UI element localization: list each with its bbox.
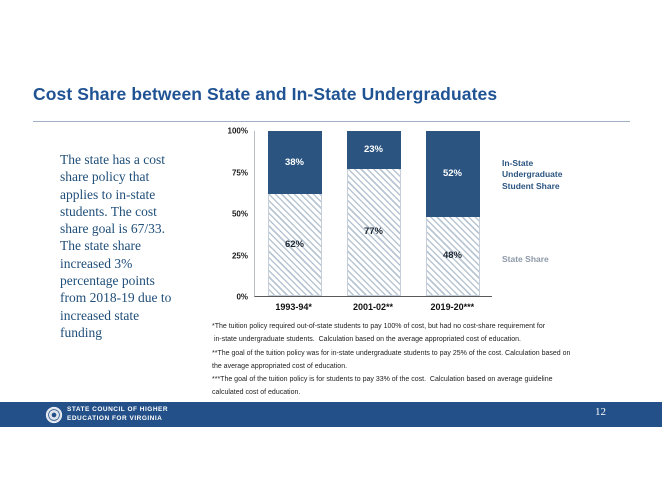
y-axis-tick: 25% bbox=[231, 251, 248, 260]
body-text: The state has a cost share policy that a… bbox=[60, 152, 172, 340]
plot-area: 38% 62% 23% 77% 52% 48% 1993-94* 2001-02** 2019… bbox=[254, 131, 492, 312]
footer-bar: STATE COUNCIL OF HIGHER EDUCATION FOR VI… bbox=[0, 402, 662, 427]
footnote-line: **The goal of the tuition policy was for… bbox=[212, 349, 571, 357]
legend-student-share: In-State Undergraduate Student Share bbox=[502, 158, 563, 191]
stacked-bar: 23% 77% bbox=[346, 131, 401, 296]
slide-title: Cost Share between State and In-State Un… bbox=[33, 84, 498, 104]
segment-value-label: 52% bbox=[442, 168, 462, 180]
segment-value-label: 62% bbox=[284, 238, 304, 250]
title-divider bbox=[33, 121, 630, 122]
y-axis-tick: 75% bbox=[231, 168, 248, 177]
stacked-bar-chart: 100% 75% 50% 25% 0% 38% 62% 23% 77% 52% 48% 1993-… bbox=[218, 127, 622, 313]
bar-column: 52% 48% bbox=[413, 131, 492, 296]
footnote-line: calculated cost of education. bbox=[212, 389, 301, 397]
segment-value-label: 38% bbox=[284, 156, 304, 168]
bar-segment-state-share: 77% bbox=[346, 168, 401, 296]
x-labels: 1993-94* 2001-02** 2019-20*** bbox=[254, 302, 492, 312]
footnotes: *The tuition policy required out-of-stat… bbox=[212, 320, 662, 400]
chart-legend: In-State Undergraduate Student Share Sta… bbox=[502, 131, 622, 297]
bar-segment-state-share: 62% bbox=[267, 193, 322, 296]
y-axis-tick: 0% bbox=[236, 292, 248, 302]
bar-column: 23% 77% bbox=[334, 131, 413, 296]
stacked-bar: 52% 48% bbox=[425, 131, 480, 296]
x-axis-label: 2001-02** bbox=[352, 302, 394, 312]
y-axis: 100% 75% 50% 25% 0% bbox=[218, 127, 254, 302]
segment-value-label: 77% bbox=[363, 226, 383, 238]
bar-segment-student-share: 52% bbox=[425, 131, 480, 217]
footnote-line: *The tuition policy required out-of-stat… bbox=[212, 323, 546, 330]
x-axis-label: 1993-94* bbox=[275, 302, 312, 312]
footer-org-line2: EDUCATION FOR VIRGINIA bbox=[67, 414, 163, 422]
bar-segment-state-share: 48% bbox=[425, 216, 480, 296]
stacked-bar: 38% 62% bbox=[267, 131, 322, 296]
page-number: 12 bbox=[595, 406, 606, 418]
bar-segment-student-share: 23% bbox=[346, 131, 401, 169]
segment-value-label: 23% bbox=[363, 144, 383, 156]
footer-org-name: STATE COUNCIL OF HIGHER EDUCATION FOR VI… bbox=[67, 406, 168, 423]
segment-value-label: 48% bbox=[442, 250, 462, 262]
schev-seal-icon bbox=[45, 406, 63, 423]
footnote-line: ***The goal of the tuition policy is for… bbox=[212, 376, 553, 384]
footnote-line: in-state undergraduate students. Calcula… bbox=[212, 336, 521, 344]
x-axis-label: 2019-20*** bbox=[430, 302, 475, 312]
bar-segment-student-share: 38% bbox=[267, 131, 322, 194]
bars: 38% 62% 23% 77% 52% 48% bbox=[254, 131, 492, 297]
bar-column: 38% 62% bbox=[255, 131, 334, 296]
y-axis-tick: 50% bbox=[231, 209, 248, 219]
footer-org-line1: STATE COUNCIL OF HIGHER bbox=[67, 406, 169, 414]
footnote-line: the average appropriated cost of educati… bbox=[212, 362, 348, 370]
y-axis-tick: 100% bbox=[227, 126, 248, 136]
legend-state-share: State Share bbox=[502, 254, 549, 264]
